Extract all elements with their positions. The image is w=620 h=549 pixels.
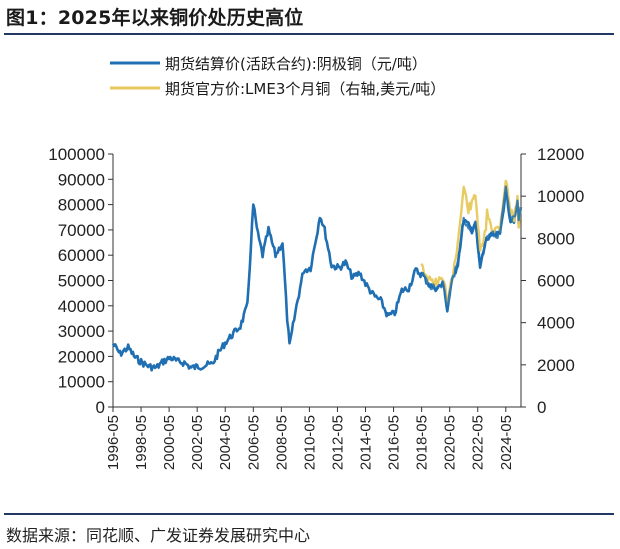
y-right-tick-label: 10000	[537, 187, 584, 206]
copper-price-chart: 期货结算价(活跃合约):阴极铜（元/吨） 期货官方价:LME3个月铜（右轴,美元/…	[48, 55, 584, 470]
y-left-tick-label: 80000	[58, 196, 105, 215]
chart-title: 图1：2025年以来铜价处历史高位	[6, 7, 304, 29]
x-tick-label: 2016-05	[386, 415, 403, 470]
legend-label-2: 期货官方价:LME3个月铜（右轴,美元/吨）	[165, 80, 445, 98]
x-tick-label: 2002-05	[189, 415, 206, 470]
series-line-shfe-copper-overlay	[421, 185, 523, 313]
x-tick-label: 2010-05	[301, 415, 318, 470]
y-right-tick-label: 6000	[537, 272, 575, 291]
y-left-tick-label: 50000	[58, 272, 105, 291]
x-tick-label: 2012-05	[329, 415, 346, 470]
series-line-lme-copper	[420, 179, 523, 306]
x-tick-label: 2004-05	[217, 415, 234, 470]
y-right-tick-label: 4000	[537, 314, 575, 333]
x-tick-label: 2020-05	[442, 415, 459, 470]
source-rule	[4, 513, 614, 515]
y-left-tick-label: 30000	[58, 322, 105, 341]
x-tick-label: 2014-05	[358, 415, 375, 470]
y-right-tick-label: 2000	[537, 356, 575, 375]
y-left-tick-label: 40000	[58, 297, 105, 316]
y-left-tick-label: 90000	[58, 170, 105, 189]
y-left-tick-label: 20000	[58, 347, 105, 366]
x-tick-label: 1998-05	[133, 415, 150, 470]
y-left-tick-label: 100000	[48, 145, 105, 164]
y-left-tick-label: 0	[96, 398, 105, 417]
y-left-tick-label: 60000	[58, 246, 105, 265]
y-right-tick-label: 12000	[537, 145, 584, 164]
x-tick-label: 2006-05	[245, 415, 262, 470]
y-right-tick-label: 8000	[537, 229, 575, 248]
data-source: 数据来源：同花顺、广发证券发展研究中心	[6, 526, 311, 545]
x-tick-label: 2000-05	[161, 415, 178, 470]
legend-label-1: 期货结算价(活跃合约):阴极铜（元/吨）	[165, 55, 427, 73]
x-tick-label: 2022-05	[470, 415, 487, 470]
y-right-tick-label: 0	[537, 398, 546, 417]
x-tick-label: 1996-05	[105, 415, 122, 470]
x-tick-label: 2024-05	[498, 415, 515, 470]
x-tick-label: 2018-05	[414, 415, 431, 470]
y-left-tick-label: 70000	[58, 221, 105, 240]
title-rule	[4, 33, 614, 35]
x-tick-label: 2008-05	[273, 415, 290, 470]
y-left-tick-label: 10000	[58, 373, 105, 392]
